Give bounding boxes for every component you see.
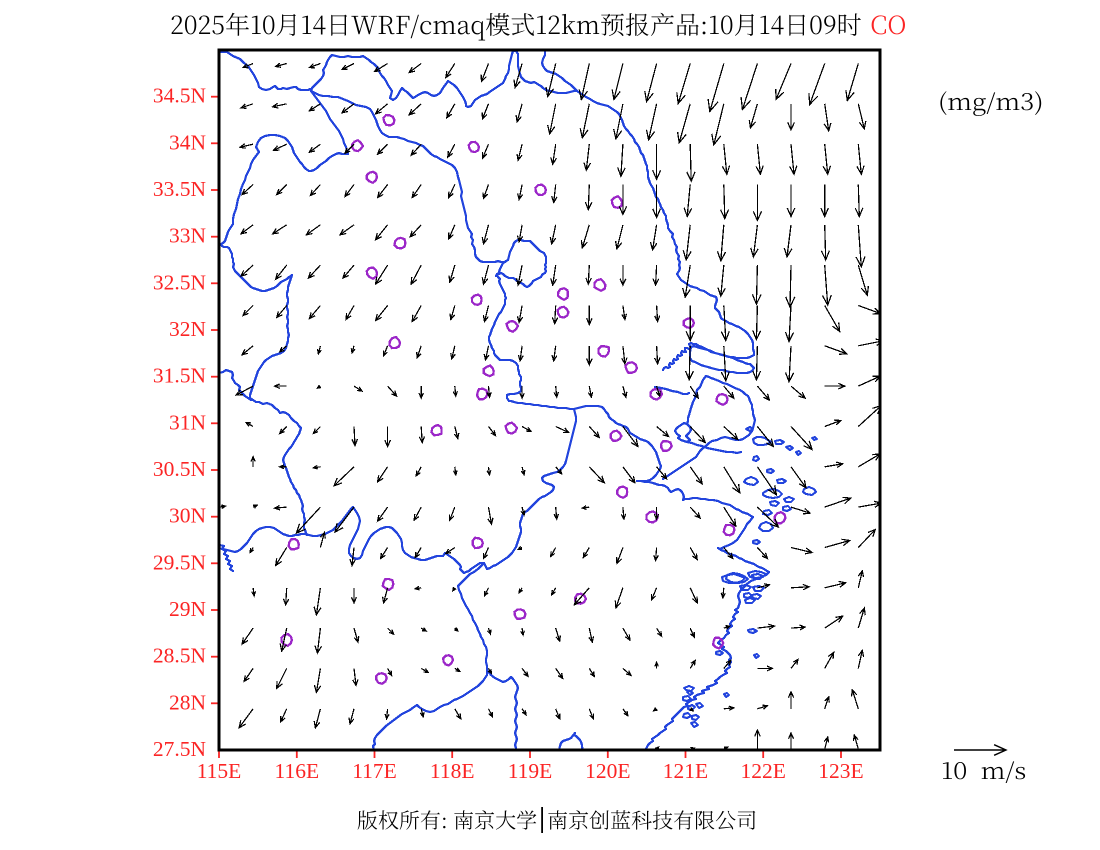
svg-text:123E: 123E xyxy=(818,759,863,783)
svg-text:32N: 32N xyxy=(169,317,207,341)
svg-text:122E: 122E xyxy=(741,759,786,783)
svg-text:121E: 121E xyxy=(663,759,708,783)
svg-text:29N: 29N xyxy=(169,597,207,621)
svg-text:27.5N: 27.5N xyxy=(153,737,207,761)
svg-text:33N: 33N xyxy=(169,224,207,248)
svg-text:115E: 115E xyxy=(197,759,242,783)
svg-text:29.5N: 29.5N xyxy=(153,550,207,574)
svg-text:117E: 117E xyxy=(352,759,397,783)
svg-text:34N: 34N xyxy=(169,130,207,154)
svg-text:30N: 30N xyxy=(169,504,207,528)
svg-text:28N: 28N xyxy=(169,690,207,714)
svg-text:118E: 118E xyxy=(430,759,475,783)
svg-text:116E: 116E xyxy=(275,759,320,783)
svg-text:120E: 120E xyxy=(585,759,630,783)
svg-text:28.5N: 28.5N xyxy=(153,644,207,668)
svg-text:30.5N: 30.5N xyxy=(153,457,207,481)
svg-text:33.5N: 33.5N xyxy=(153,177,207,201)
svg-text:31N: 31N xyxy=(169,410,207,434)
svg-text:31.5N: 31.5N xyxy=(153,364,207,388)
svg-text:32.5N: 32.5N xyxy=(153,270,207,294)
svg-text:119E: 119E xyxy=(508,759,553,783)
svg-text:34.5N: 34.5N xyxy=(153,84,207,108)
